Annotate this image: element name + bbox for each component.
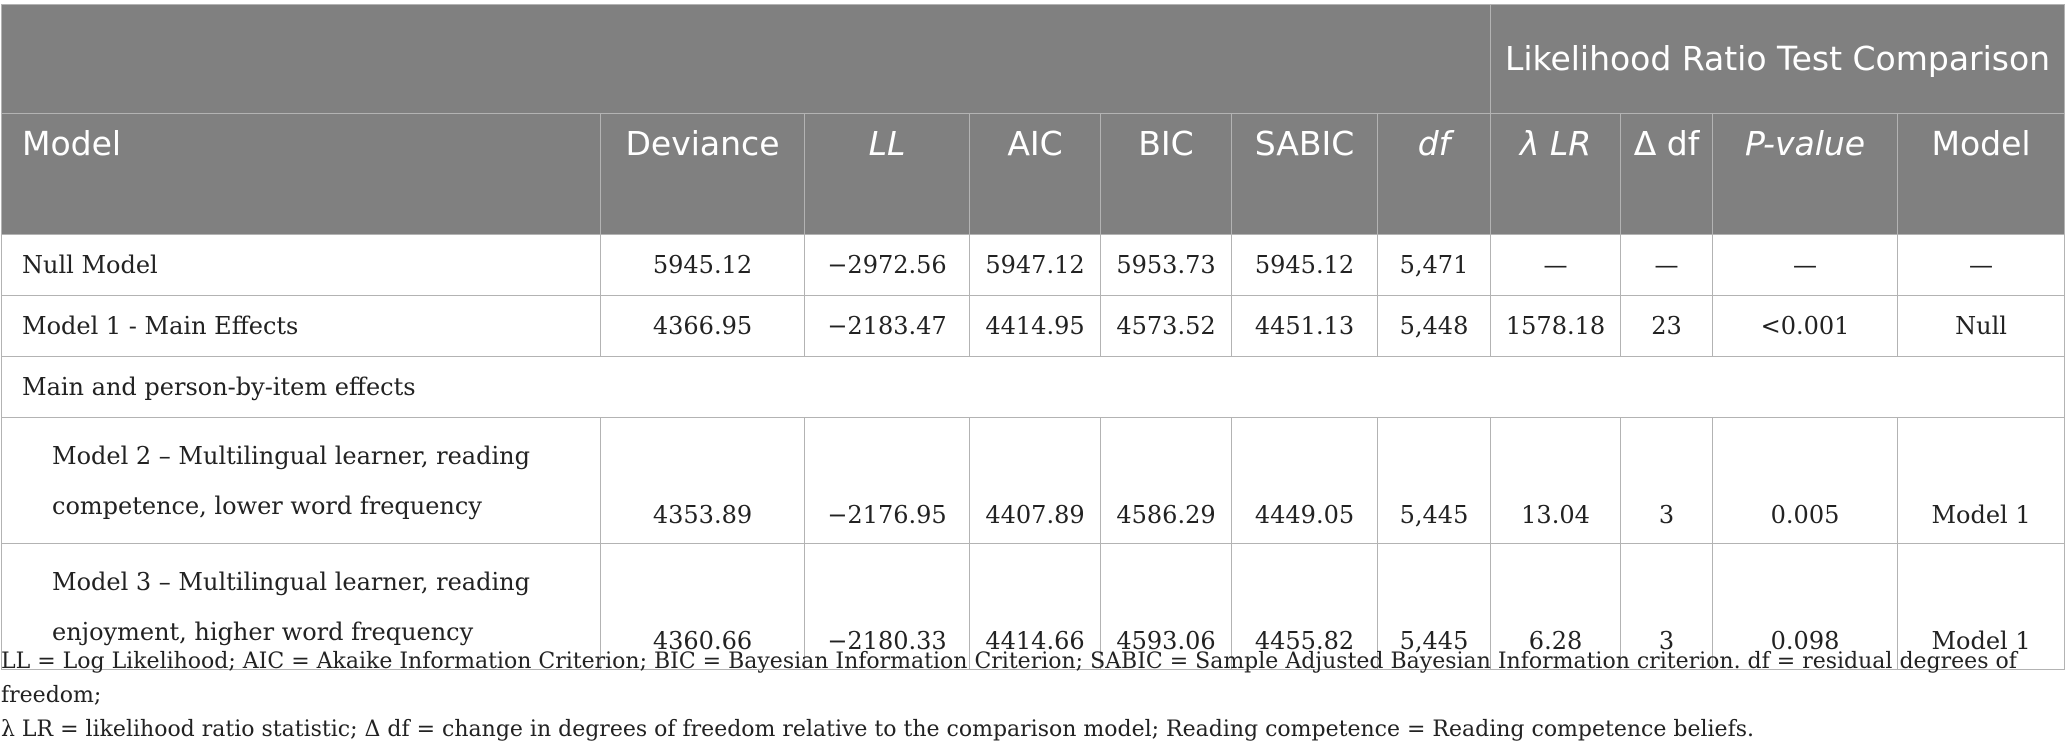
comparison-model-value: Null bbox=[1897, 295, 2065, 357]
deviance-value: 4360.66 bbox=[600, 543, 805, 670]
table-row: Model 3 – Multilingual learner, reading … bbox=[1, 543, 2065, 670]
column-header-lambda-lr: λ LR bbox=[1490, 113, 1622, 235]
lr-value: — bbox=[1490, 234, 1622, 296]
column-header-df: df bbox=[1376, 113, 1492, 235]
sabic-value: 4449.05 bbox=[1231, 417, 1378, 544]
column-header-aic: AIC bbox=[969, 113, 1101, 235]
comparison-model-value: Model 1 bbox=[1897, 543, 2065, 670]
bic-value: 4586.29 bbox=[1100, 417, 1232, 544]
df-value: 5,448 bbox=[1376, 295, 1492, 357]
column-header-p-value: P-value bbox=[1712, 113, 1899, 235]
lr-value: 13.04 bbox=[1490, 417, 1622, 544]
df-value: 5,445 bbox=[1376, 543, 1492, 670]
bic-value: 4573.52 bbox=[1100, 295, 1232, 357]
model-name: Null Model bbox=[1, 234, 601, 296]
section-label: Main and person-by-item effects bbox=[0, 356, 2065, 418]
p-value: — bbox=[1712, 234, 1899, 296]
deviance-value: 4353.89 bbox=[600, 417, 805, 544]
comparison-model-value: — bbox=[1897, 234, 2065, 296]
column-header-bic: BIC bbox=[1100, 113, 1232, 235]
sabic-value: 4455.82 bbox=[1231, 543, 1378, 670]
ll-value: −2972.56 bbox=[804, 234, 970, 296]
delta-df-value: 23 bbox=[1620, 295, 1714, 357]
aic-value: 4414.66 bbox=[969, 543, 1101, 670]
header-group-row: Likelihood Ratio Test Comparison bbox=[0, 4, 2065, 114]
deviance-value: 5945.12 bbox=[600, 234, 805, 296]
column-header-comparison-model: Model bbox=[1897, 113, 2065, 235]
model-name: Model 2 – Multilingual learner, reading … bbox=[1, 417, 601, 544]
table-row: Null Model 5945.12 −2972.56 5947.12 5953… bbox=[1, 234, 2065, 296]
header-column-row: Model Deviance LL AIC BIC SABIC df λ LR … bbox=[1, 113, 2065, 235]
header-group-lrt: Likelihood Ratio Test Comparison bbox=[1490, 4, 2065, 114]
delta-df-value: 3 bbox=[1620, 543, 1714, 670]
aic-value: 4407.89 bbox=[969, 417, 1101, 544]
section-row: Main and person-by-item effects bbox=[0, 356, 2065, 418]
delta-df-value: — bbox=[1620, 234, 1714, 296]
lr-value: 1578.18 bbox=[1490, 295, 1622, 357]
column-header-sabic: SABIC bbox=[1231, 113, 1378, 235]
p-value: 0.098 bbox=[1712, 543, 1899, 670]
header-group-spacer bbox=[0, 4, 1492, 114]
model-name: Model 3 – Multilingual learner, reading … bbox=[1, 543, 601, 670]
table-footnote: LL = Log Likelihood; AIC = Akaike Inform… bbox=[1, 649, 2017, 742]
comparison-model-value: Model 1 bbox=[1897, 417, 2065, 544]
sabic-value: 5945.12 bbox=[1231, 234, 1378, 296]
sabic-value: 4451.13 bbox=[1231, 295, 1378, 357]
df-value: 5,471 bbox=[1376, 234, 1492, 296]
column-header-delta-df: Δ df bbox=[1620, 113, 1714, 235]
p-value: 0.005 bbox=[1712, 417, 1899, 544]
ll-value: −2183.47 bbox=[804, 295, 970, 357]
table-row: Model 2 – Multilingual learner, reading … bbox=[1, 417, 2065, 544]
table-row: Model 1 - Main Effects 4366.95 −2183.47 … bbox=[1, 295, 2065, 357]
column-header-model: Model bbox=[1, 113, 601, 235]
bic-value: 5953.73 bbox=[1100, 234, 1232, 296]
lr-value: 6.28 bbox=[1490, 543, 1622, 670]
aic-value: 5947.12 bbox=[969, 234, 1101, 296]
deviance-value: 4366.95 bbox=[600, 295, 805, 357]
df-value: 5,445 bbox=[1376, 417, 1492, 544]
model-name: Model 1 - Main Effects bbox=[1, 295, 601, 357]
ll-value: −2176.95 bbox=[804, 417, 970, 544]
ll-value: −2180.33 bbox=[804, 543, 970, 670]
delta-df-value: 3 bbox=[1620, 417, 1714, 544]
bic-value: 4593.06 bbox=[1100, 543, 1232, 670]
aic-value: 4414.95 bbox=[969, 295, 1101, 357]
column-header-ll: LL bbox=[804, 113, 970, 235]
model-comparison-table: Likelihood Ratio Test Comparison Model D… bbox=[0, 4, 2065, 670]
column-header-deviance: Deviance bbox=[600, 113, 805, 235]
p-value: <0.001 bbox=[1712, 295, 1899, 357]
